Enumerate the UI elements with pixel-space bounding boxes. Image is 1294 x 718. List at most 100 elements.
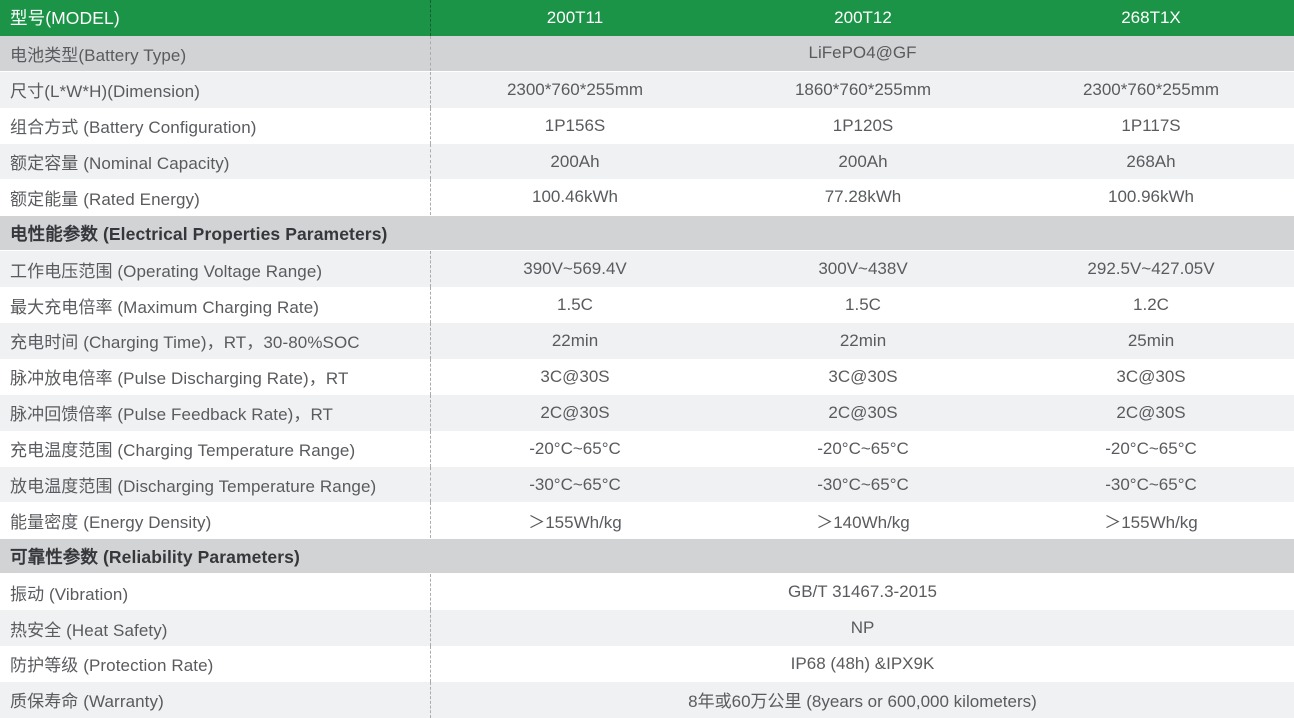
spec-value: 1P117S [1121, 115, 1181, 135]
column-separator: 22min 22min 25min [430, 323, 1294, 359]
spec-value: 1.2C [1133, 295, 1169, 315]
spec-label: 可靠性参数 (Reliability Parameters) [10, 546, 300, 567]
spec-row: 额定容量 (Nominal Capacity) 200Ah 200Ah 268Ah [0, 143, 1294, 180]
spec-value: 3C@30S [828, 366, 898, 386]
spec-value: 25min [1127, 330, 1175, 350]
spec-label: 脉冲回馈倍率 (Pulse Feedback Rate)，RT [10, 405, 334, 425]
model-column-200t11: 200T11 [546, 7, 604, 27]
column-separator: 2C@30S 2C@30S 2C@30S [430, 394, 1294, 431]
spec-label: 尺寸(L*W*H)(Dimension) [10, 82, 200, 102]
spec-label: 电池类型(Battery Type) [10, 45, 187, 65]
spec-row: 放电温度范围 (Discharging Temperature Range) -3… [0, 466, 1294, 503]
spec-value: 1P120S [832, 115, 894, 135]
spec-row: 脉冲放电倍率 (Pulse Discharging Rate)，RT 3C@30S… [0, 358, 1294, 395]
spec-label: 防护等级 (Protection Rate) [10, 656, 214, 676]
spec-label: 电性能参数 (Electrical Properties Parameters) [10, 223, 388, 244]
spec-row: 尺寸(L*W*H)(Dimension) 2300*760*255mm 1860*7… [0, 71, 1294, 108]
spec-value-span: GB/T 31467.3-2015 [787, 582, 937, 602]
spec-value: ＞155Wh/kg [528, 512, 622, 532]
column-separator: 2300*760*255mm 1860*760*255mm 2300*760*255… [430, 71, 1294, 108]
column-separator: IP68 (48h) &IPX9K [430, 646, 1294, 682]
spec-label: 额定能量 (Rated Energy) [10, 189, 200, 209]
spec-value: 1860*760*255mm [794, 79, 932, 99]
spec-row: 充电温度范围 (Charging Temperature Range) -20°C… [0, 430, 1294, 467]
column-separator: LiFePO4@GF [430, 35, 1294, 71]
column-separator: 1.5C 1.5C 1.2C [430, 287, 1294, 324]
spec-value: 22min [839, 330, 887, 350]
spec-value: -30°C~65°C [1105, 474, 1197, 494]
column-separator: 200Ah 200Ah 268Ah [430, 143, 1294, 180]
spec-row: 最大充电倍率 (Maximum Charging Rate) 1.5C 1.5C 1.… [0, 287, 1294, 324]
model-header-row: 型号(MODEL) 200T11 200T12 268T1X [0, 0, 1294, 36]
spec-value: 22min [551, 330, 599, 350]
spec-value: 1.5C [557, 295, 593, 315]
spec-label: 充电温度范围 (Charging Temperature Range) [10, 441, 356, 461]
model-columns: 200T11 200T12 268T1X [430, 0, 1294, 36]
column-separator: 3C@30S 3C@30S 3C@30S [430, 358, 1294, 395]
section-header-row: 电性能参数 (Electrical Properties Parameters) [0, 215, 1294, 252]
spec-value: 1.5C [845, 295, 881, 315]
spec-value: 2C@30S [828, 402, 898, 422]
spec-value: ＞155Wh/kg [1104, 512, 1198, 532]
spec-value: -20°C~65°C [529, 438, 621, 458]
spec-row: 防护等级 (Protection Rate) IP68 (48h) &IPX9K [0, 646, 1294, 682]
spec-value: 2C@30S [1116, 402, 1186, 422]
spec-value: -30°C~65°C [817, 474, 909, 494]
spec-value: -20°C~65°C [817, 438, 909, 458]
spec-value: ＞140Wh/kg [816, 512, 910, 532]
spec-value: 200Ah [838, 151, 888, 171]
spec-row: 质保寿命 (Warranty) 8年或60万公里 (8years or 600,0… [0, 681, 1294, 718]
spec-row: 组合方式 (Battery Configuration) 1P156S 1P120S… [0, 107, 1294, 144]
column-separator: ＞155Wh/kg ＞140Wh/kg ＞155Wh/kg [430, 502, 1294, 539]
spec-label: 额定容量 (Nominal Capacity) [10, 154, 230, 173]
spec-row: 工作电压范围 (Operating Voltage Range) 390V~569… [0, 251, 1294, 288]
spec-value-span: 8年或60万公里 (8years or 600,000 kilometers) [688, 692, 1037, 712]
spec-row: 充电时间 (Charging Time)，RT，30-80%SOC 22min 22… [0, 323, 1294, 359]
spec-value: 2C@30S [540, 402, 610, 422]
column-separator: 8年或60万公里 (8years or 600,000 kilometers) [430, 681, 1294, 718]
spec-rows: 电池类型(Battery Type) LiFePO4@GF 尺寸(L*W*H)(Di… [0, 35, 1294, 718]
spec-value: 292.5V~427.05V [1087, 259, 1215, 279]
spec-value: 3C@30S [1116, 366, 1186, 386]
column-separator: 100.46kWh 77.28kWh 100.96kWh [430, 179, 1294, 216]
spec-value-span: LiFePO4@GF [808, 43, 917, 63]
model-header-label: 型号(MODEL) [10, 8, 120, 29]
spec-value: 2300*760*255mm [506, 79, 644, 99]
spec-label: 放电温度范围 (Discharging Temperature Range) [10, 477, 377, 497]
spec-value: 77.28kWh [824, 187, 902, 207]
column-separator: -20°C~65°C -20°C~65°C -20°C~65°C [430, 430, 1294, 467]
spec-value: 268Ah [1126, 151, 1176, 171]
spec-label: 充电时间 (Charging Time)，RT，30-80%SOC [10, 333, 360, 353]
spec-label: 热安全 (Heat Safety) [10, 620, 168, 640]
spec-row: 热安全 (Heat Safety) NP [0, 610, 1294, 647]
spec-label: 能量密度 (Energy Density) [10, 512, 212, 532]
spec-value: 1P156S [544, 115, 606, 135]
spec-value: 100.96kWh [1108, 187, 1194, 207]
spec-value: -20°C~65°C [1105, 438, 1197, 458]
spec-value: 2300*760*255mm [1082, 79, 1220, 99]
spec-label: 振动 (Vibration) [10, 584, 129, 604]
spec-value-span: IP68 (48h) &IPX9K [790, 653, 935, 673]
model-column-200t12: 200T12 [834, 7, 892, 27]
spec-label: 最大充电倍率 (Maximum Charging Rate) [10, 297, 320, 317]
spec-value: -30°C~65°C [529, 474, 621, 494]
spec-label: 质保寿命 (Warranty) [10, 692, 164, 712]
column-separator: GB/T 31467.3-2015 [430, 574, 1294, 611]
spec-value: 100.46kWh [532, 187, 618, 207]
column-separator: NP [430, 610, 1294, 647]
spec-value: 3C@30S [540, 366, 610, 386]
column-separator: 1P156S 1P120S 1P117S [430, 107, 1294, 144]
spec-value: 390V~569.4V [523, 259, 627, 279]
spec-label: 脉冲放电倍率 (Pulse Discharging Rate)，RT [10, 369, 349, 389]
spec-row: 电池类型(Battery Type) LiFePO4@GF [0, 35, 1294, 72]
spec-value: 300V~438V [818, 259, 908, 279]
column-separator: 390V~569.4V 300V~438V 292.5V~427.05V [430, 251, 1294, 288]
spec-row: 脉冲回馈倍率 (Pulse Feedback Rate)，RT 2C@30S 2C@… [0, 394, 1294, 431]
column-separator: -30°C~65°C -30°C~65°C -30°C~65°C [430, 466, 1294, 503]
spec-label: 组合方式 (Battery Configuration) [10, 118, 257, 138]
spec-row: 额定能量 (Rated Energy) 100.46kWh 77.28kWh 100.… [0, 179, 1294, 216]
section-header-row: 可靠性参数 (Reliability Parameters) [0, 538, 1294, 575]
model-column-268t1x: 268T1X [1121, 7, 1181, 27]
spec-value: 200Ah [550, 151, 600, 171]
